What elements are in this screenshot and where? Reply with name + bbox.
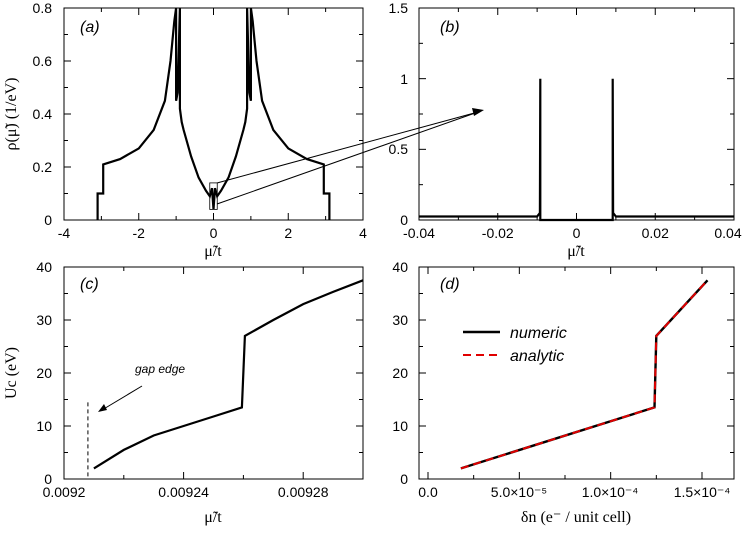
panel-c-gap-edge-arrow-line: [101, 385, 143, 411]
legend-numeric-label: numeric: [510, 325, 567, 342]
panel-b-ytick-label: 1.5: [389, 0, 409, 16]
panel-c-xtick-label: 0.00928: [278, 484, 329, 500]
panel-a-ytick-label: 0.4: [33, 106, 53, 122]
panel-a-xtick-label: 4: [359, 225, 367, 241]
panel-d-xtick-label: 0.0: [418, 484, 438, 500]
panel-a-xlabel: μ̃/t: [204, 243, 222, 260]
panel-d-ytick-label: 40: [392, 259, 408, 275]
panel-d-label: (d): [440, 276, 460, 293]
panel-a-frame: [63, 7, 364, 221]
panel-b-ytick-label: 0: [400, 212, 408, 228]
panel-b-xtick-label: -0.02: [482, 225, 514, 241]
panel-b-xtick-label: 0: [573, 225, 581, 241]
panel-b-ytick-label: 0.5: [389, 141, 409, 157]
panel-d-ytick-label: 0: [400, 471, 408, 487]
panel-d-ytick-label: 30: [392, 312, 408, 328]
panel-a-xtick-label: -2: [133, 225, 146, 241]
zoom-connector-line: [216, 111, 479, 184]
panel-b-dos-line: [419, 78, 734, 222]
zoom-arrow-line: [216, 111, 479, 205]
panel-d-ticks: [419, 266, 734, 480]
panel-a-ytick-label: 0.6: [33, 53, 53, 69]
panel-c-ytick-label: 10: [36, 418, 52, 434]
panel-a-zoom-box: [209, 182, 218, 210]
panel-c: 0.0092 0.00924 0.00928 0 10 20 30 40 μ̃/…: [3, 259, 364, 526]
panel-a-ytick-label: 0.2: [33, 159, 53, 175]
panel-d-ytick-label: 20: [392, 365, 408, 381]
panel-a-ticks: [63, 7, 364, 221]
panel-d-analytic-line: [460, 279, 709, 470]
panel-a-dos-line: [96, 7, 331, 220]
panel-c-xtick-label: 0.0092: [43, 484, 86, 500]
panel-c-ylabel: Uc (eV): [3, 347, 20, 399]
panel-b-ticks: [418, 7, 735, 221]
panel-b-label: (b): [440, 19, 460, 36]
panel-c-gap-edge-annotation: gap edge: [135, 362, 185, 376]
panel-b-xlabel: μ̃/t: [567, 243, 585, 260]
panel-b-xtick-label: 0.02: [642, 225, 669, 241]
panel-d: 0.0 5.0×10⁻⁵ 1.0×10⁻⁴ 1.5×10⁻⁴ 0 10 20 3…: [392, 259, 735, 526]
panel-a-xtick-label: -4: [58, 225, 71, 241]
panel-a-ytick-label: 0.8: [33, 0, 53, 16]
panel-a-label: (a): [80, 19, 100, 36]
panel-b-xtick-label: 0.04: [714, 225, 741, 241]
panel-b-ytick-label: 1: [400, 71, 408, 87]
panel-a-ylabel: ρ(μ̃) (1/eV): [3, 78, 20, 151]
panel-c-ytick-label: 30: [36, 312, 52, 328]
panel-d-xtick-label: 5.0×10⁻⁵: [491, 484, 547, 500]
panel-c-gap-edge-arrow-head-icon: [98, 404, 107, 412]
panel-c-xtick-label: 0.00924: [158, 484, 209, 500]
panel-c-uc-line: [93, 279, 364, 470]
panel-c-ticks: [63, 266, 364, 480]
panel-b: -0.04 -0.02 0 0.02 0.04 0 0.5 1 1.5 μ̃/t…: [389, 0, 742, 260]
panel-b-xtick-label: -0.04: [403, 225, 435, 241]
panel-c-xlabel: μ̃/t: [204, 509, 222, 526]
panel-a-ytick-label: 0: [44, 212, 52, 228]
panel-b-frame: [418, 7, 735, 221]
panel-c-ytick-label: 20: [36, 365, 52, 381]
panel-c-label: (c): [80, 276, 99, 293]
panel-a-xtick-label: 2: [284, 225, 292, 241]
panel-d-xtick-label: 1.0×10⁻⁴: [582, 484, 639, 500]
panel-c-ytick-label: 40: [36, 259, 52, 275]
panel-d-frame: [418, 266, 735, 480]
legend-analytic-label: analytic: [510, 348, 564, 365]
panel-d-numeric-line: [460, 279, 709, 470]
panel-d-xlabel: δn (e⁻ / unit cell): [521, 509, 631, 526]
zoom-arrow-head-icon: [472, 108, 484, 116]
panel-d-xtick-label: 1.5×10⁻⁴: [674, 484, 731, 500]
panel-a: -4 -2 0 2 4 0 0.2 0.4 0.6 0.8 μ̃/t ρ(μ̃)…: [3, 0, 367, 260]
panel-c-ytick-label: 0: [44, 471, 52, 487]
panel-a-xtick-label: 0: [210, 225, 218, 241]
panel-d-ytick-label: 10: [392, 418, 408, 434]
